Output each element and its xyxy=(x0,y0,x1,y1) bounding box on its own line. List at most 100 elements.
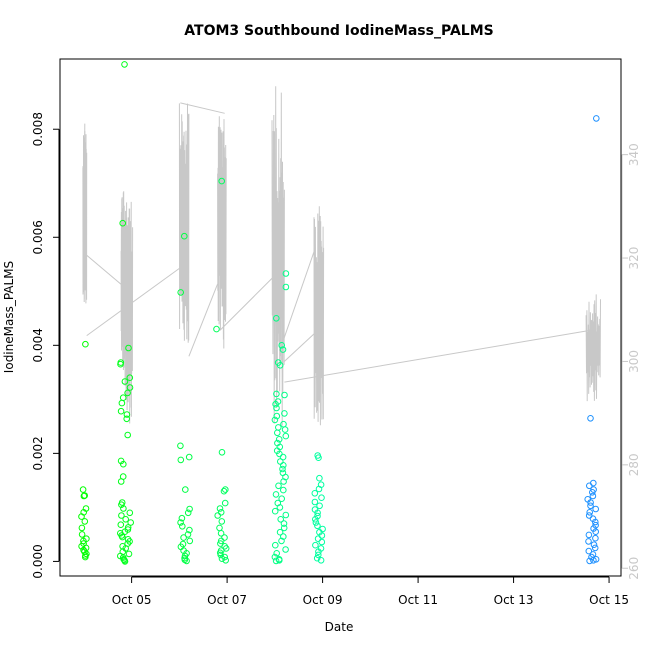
x-axis-label: Date xyxy=(325,620,354,634)
y-axis-right: 260 280 300 320 340 xyxy=(621,143,641,580)
y2-tick-label: 320 xyxy=(627,247,641,270)
data-point xyxy=(318,532,326,539)
data-point xyxy=(216,505,224,512)
data-point xyxy=(314,512,321,520)
data-point xyxy=(590,479,597,487)
data-point xyxy=(177,456,185,464)
data-point xyxy=(221,499,229,507)
data-point xyxy=(271,507,279,515)
data-point xyxy=(593,115,600,122)
data-point xyxy=(273,404,280,412)
data-point xyxy=(184,509,192,517)
data-point xyxy=(179,523,186,530)
data-point xyxy=(279,346,287,353)
data-point xyxy=(585,538,592,545)
data-point xyxy=(180,534,187,541)
data-point xyxy=(79,486,87,493)
data-point xyxy=(585,547,593,555)
data-point xyxy=(121,558,129,565)
data-point xyxy=(590,557,597,564)
data-point xyxy=(186,505,193,513)
x-axis: Oct 05 Oct 07 Oct 09 Oct 11 Oct 13 Oct 15 xyxy=(112,576,629,607)
x-tick-label: Oct 11 xyxy=(398,593,438,607)
data-point xyxy=(177,442,184,450)
data-point xyxy=(271,416,279,424)
data-point xyxy=(120,460,127,468)
data-point xyxy=(123,415,130,423)
x-tick-label: Oct 07 xyxy=(207,593,247,607)
data-point xyxy=(280,533,287,540)
data-point xyxy=(221,534,228,541)
data-point xyxy=(586,509,594,516)
data-point xyxy=(217,509,225,516)
y2-tick-label: 300 xyxy=(627,350,641,373)
x-tick-label: Oct 09 xyxy=(303,593,343,607)
data-point xyxy=(126,509,134,517)
secondary-line-segment xyxy=(125,201,134,424)
data-point xyxy=(182,486,189,493)
secondary-line-connector xyxy=(180,102,225,114)
data-point xyxy=(81,518,89,525)
data-point xyxy=(592,505,600,513)
data-point xyxy=(119,394,127,402)
data-point xyxy=(276,504,284,511)
data-point xyxy=(316,502,323,510)
y-tick-label: 0.000 xyxy=(31,544,45,578)
data-point xyxy=(125,344,132,352)
data-point xyxy=(314,522,321,530)
secondary-line-segment xyxy=(313,206,325,426)
data-point xyxy=(587,502,594,510)
data-point xyxy=(272,541,279,549)
data-point xyxy=(125,550,133,558)
data-point xyxy=(282,432,290,440)
data-point xyxy=(587,415,594,422)
data-point xyxy=(281,426,289,433)
data-point xyxy=(278,495,286,503)
plot-area-frame xyxy=(59,58,622,577)
data-point xyxy=(213,325,220,333)
data-point xyxy=(117,478,125,485)
data-point xyxy=(123,411,131,418)
data-point xyxy=(278,342,286,349)
data-point xyxy=(78,524,86,532)
data-point xyxy=(275,436,283,443)
data-point xyxy=(589,489,596,496)
data-point xyxy=(80,492,88,500)
data-point xyxy=(118,512,125,519)
data-point xyxy=(218,518,226,525)
data-point xyxy=(122,516,129,523)
data-point xyxy=(592,518,599,526)
data-point xyxy=(585,512,593,519)
secondary-line-segment xyxy=(120,191,127,386)
data-point xyxy=(313,554,321,562)
data-point xyxy=(272,491,280,498)
data-point xyxy=(272,400,279,408)
secondary-line-connector xyxy=(279,247,316,352)
data-point xyxy=(316,474,323,482)
data-point xyxy=(589,492,597,500)
data-point xyxy=(217,537,225,545)
data-point xyxy=(274,429,281,437)
secondary-line-connector xyxy=(83,123,128,290)
data-point xyxy=(177,289,184,296)
data-point xyxy=(222,486,229,493)
secondary-line-connector xyxy=(188,283,219,357)
data-point xyxy=(280,524,288,532)
secondary-series-line xyxy=(82,86,601,426)
data-point xyxy=(124,389,131,397)
data-point xyxy=(185,453,193,461)
data-point xyxy=(279,465,286,473)
data-point xyxy=(319,525,326,533)
data-point xyxy=(186,526,193,534)
x-tick-label: Oct 15 xyxy=(589,593,629,607)
data-point xyxy=(315,485,323,493)
data-point xyxy=(592,521,599,529)
data-point xyxy=(312,516,319,523)
secondary-line-connector xyxy=(86,267,180,337)
data-point xyxy=(273,315,280,322)
data-point xyxy=(216,524,223,532)
data-point xyxy=(315,551,322,559)
data-point xyxy=(586,482,593,490)
data-point xyxy=(282,283,290,291)
data-point xyxy=(183,557,190,565)
